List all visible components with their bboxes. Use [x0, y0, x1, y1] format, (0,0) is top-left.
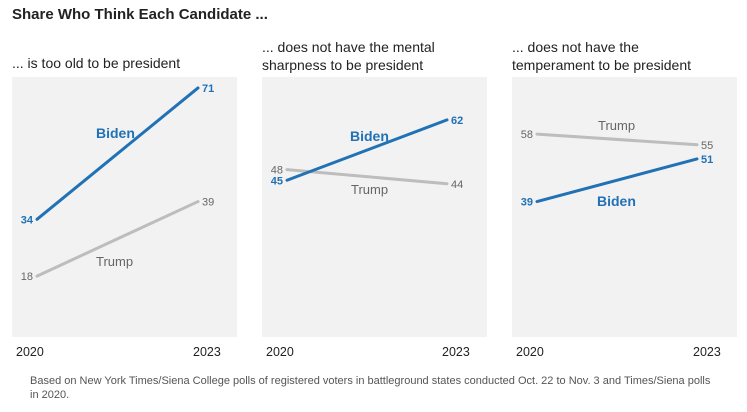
panel-2-subtitle-line-1: ... does not have the mental	[262, 39, 435, 55]
panel-1-biden-end-label: 71	[202, 83, 214, 95]
panel-1-trump-start-label: 18	[21, 271, 33, 283]
panel-2-biden-line	[285, 118, 449, 182]
panel-3-biden-end-label: 51	[701, 154, 713, 166]
panel-3-trump-end-label: 55	[701, 140, 713, 152]
panel-3-x-tick-2020: 2020	[516, 345, 544, 359]
panel-3-biden-line	[535, 157, 699, 204]
panel-1-x-tick-2023: 2023	[193, 345, 221, 359]
panel-2-biden-series-label: Biden	[350, 128, 389, 144]
panel-3-background	[512, 77, 737, 337]
panel-2-trump-series-label: Trump	[351, 182, 388, 197]
panel-2-biden-start-label: 45	[271, 175, 283, 187]
panel-1-trump-end-label: 39	[202, 197, 214, 209]
panel-2-subtitle-line-2: sharpness to be president	[262, 57, 424, 73]
panel-2-trump-end-label: 44	[451, 179, 463, 191]
panel-3-subtitle: ... does not have the temperament to be …	[512, 38, 691, 74]
panel-3-subtitle-line-1: ... does not have the	[512, 39, 639, 55]
panel-1-trump-series-label: Trump	[96, 254, 133, 269]
panel-1-background	[12, 77, 237, 337]
panel-3-trump-series-label: Trump	[598, 118, 635, 133]
panel-3-biden-start-label: 39	[521, 197, 533, 209]
panel-1-biden-start-label: 34	[21, 214, 34, 226]
panel-3-trump-line	[535, 132, 699, 147]
panel-1-subtitle: ... is too old to be president	[12, 54, 180, 72]
panel-2-subtitle: ... does not have the mental sharpness t…	[262, 38, 435, 74]
panel-3-biden-series-label: Biden	[597, 193, 636, 209]
panel-1-trump-line	[35, 200, 200, 278]
panel-3-subtitle-line-2: temperament to be president	[512, 57, 691, 73]
panel-2-x-tick-2020: 2020	[266, 345, 294, 359]
panel-2-trump-start-label: 48	[271, 165, 283, 177]
panel-1-biden-series-label: Biden	[96, 125, 135, 141]
panel-1-biden-line	[35, 86, 200, 221]
panel-1-subtitle-line-1: ... is too old to be president	[12, 55, 181, 71]
source-note: Based on New York Times/Siena College po…	[30, 375, 711, 401]
panel-1-x-tick-2020: 2020	[16, 345, 44, 359]
panel-2-trump-line	[285, 168, 449, 186]
panel-2-biden-end-label: 62	[451, 115, 463, 127]
panel-2-background	[262, 77, 487, 337]
panel-3-trump-start-label: 58	[521, 129, 533, 141]
chart-title: Share Who Think Each Candidate ...	[12, 6, 268, 23]
panel-2-x-tick-2023: 2023	[442, 345, 470, 359]
panel-3-x-tick-2023: 2023	[693, 345, 721, 359]
